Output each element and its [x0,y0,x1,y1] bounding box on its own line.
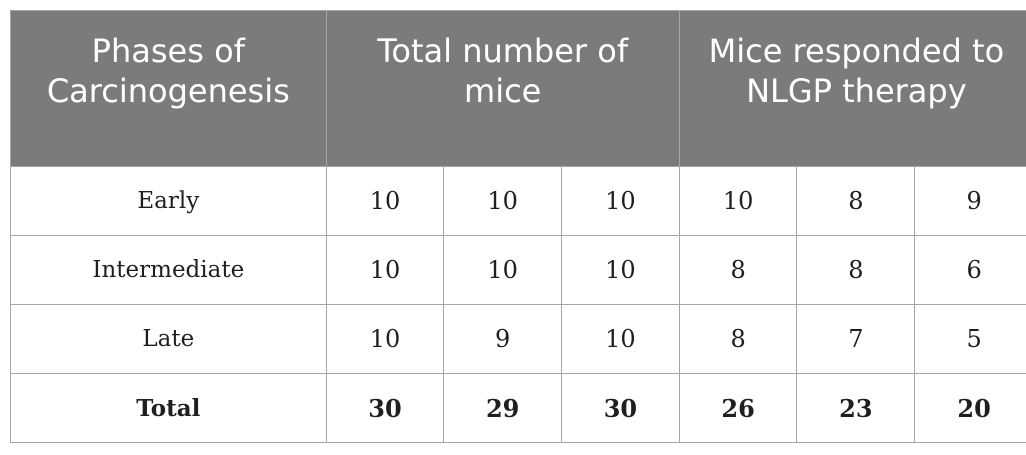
total-cell: 30 [561,373,680,443]
total-cell: 29 [443,373,563,443]
total-cell: 26 [678,373,798,443]
table-cell: 6 [914,235,1026,305]
table-cell: 8 [678,304,798,374]
table-cell: 9 [443,304,563,374]
header-responded: Mice responded to NLGP therapy [678,10,1026,167]
table-cell: 10 [325,235,445,305]
table-cell: 10 [443,166,563,236]
header-responded-label: Mice responded to NLGP therapy [708,32,1005,110]
table-cell: 10 [561,235,680,305]
table-cell: 7 [796,304,916,374]
table-row: Intermediate 10 10 10 8 8 6 [10,235,1026,305]
table-container: Phases of Carcinogenesis Total number of… [10,10,1026,443]
table-row: Early 10 10 10 10 8 9 [10,166,1026,236]
table-cell: 10 [325,304,445,374]
table-cell: 10 [678,166,798,236]
header-total-mice-label: Total number of mice [377,32,629,110]
row-label: Early [10,166,327,236]
total-cell: 20 [914,373,1026,443]
total-cell: 23 [796,373,916,443]
total-row: Total 30 29 30 26 23 20 [10,373,1026,443]
table-cell: 10 [325,166,445,236]
table-row: Late 10 9 10 8 7 5 [10,304,1026,374]
table-cell: 10 [561,304,680,374]
table-cell: 5 [914,304,1026,374]
table-cell: 9 [914,166,1026,236]
total-cell: 30 [325,373,445,443]
table-body: Early 10 10 10 10 8 9 Intermediate 10 10… [10,166,1026,443]
total-label: Total [10,373,327,443]
row-label: Intermediate [10,235,327,305]
table-header: Phases of Carcinogenesis Total number of… [10,10,1026,167]
table-cell: 10 [443,235,563,305]
table-cell: 10 [561,166,680,236]
mice-response-table: Phases of Carcinogenesis Total number of… [10,10,1026,443]
table-cell: 8 [796,235,916,305]
table-cell: 8 [678,235,798,305]
header-total-mice: Total number of mice [325,10,680,167]
table-cell: 8 [796,166,916,236]
header-phases-label: Phases of Carcinogenesis [46,32,290,110]
row-label: Late [10,304,327,374]
header-phases: Phases of Carcinogenesis [10,10,327,167]
header-row: Phases of Carcinogenesis Total number of… [10,10,1026,167]
